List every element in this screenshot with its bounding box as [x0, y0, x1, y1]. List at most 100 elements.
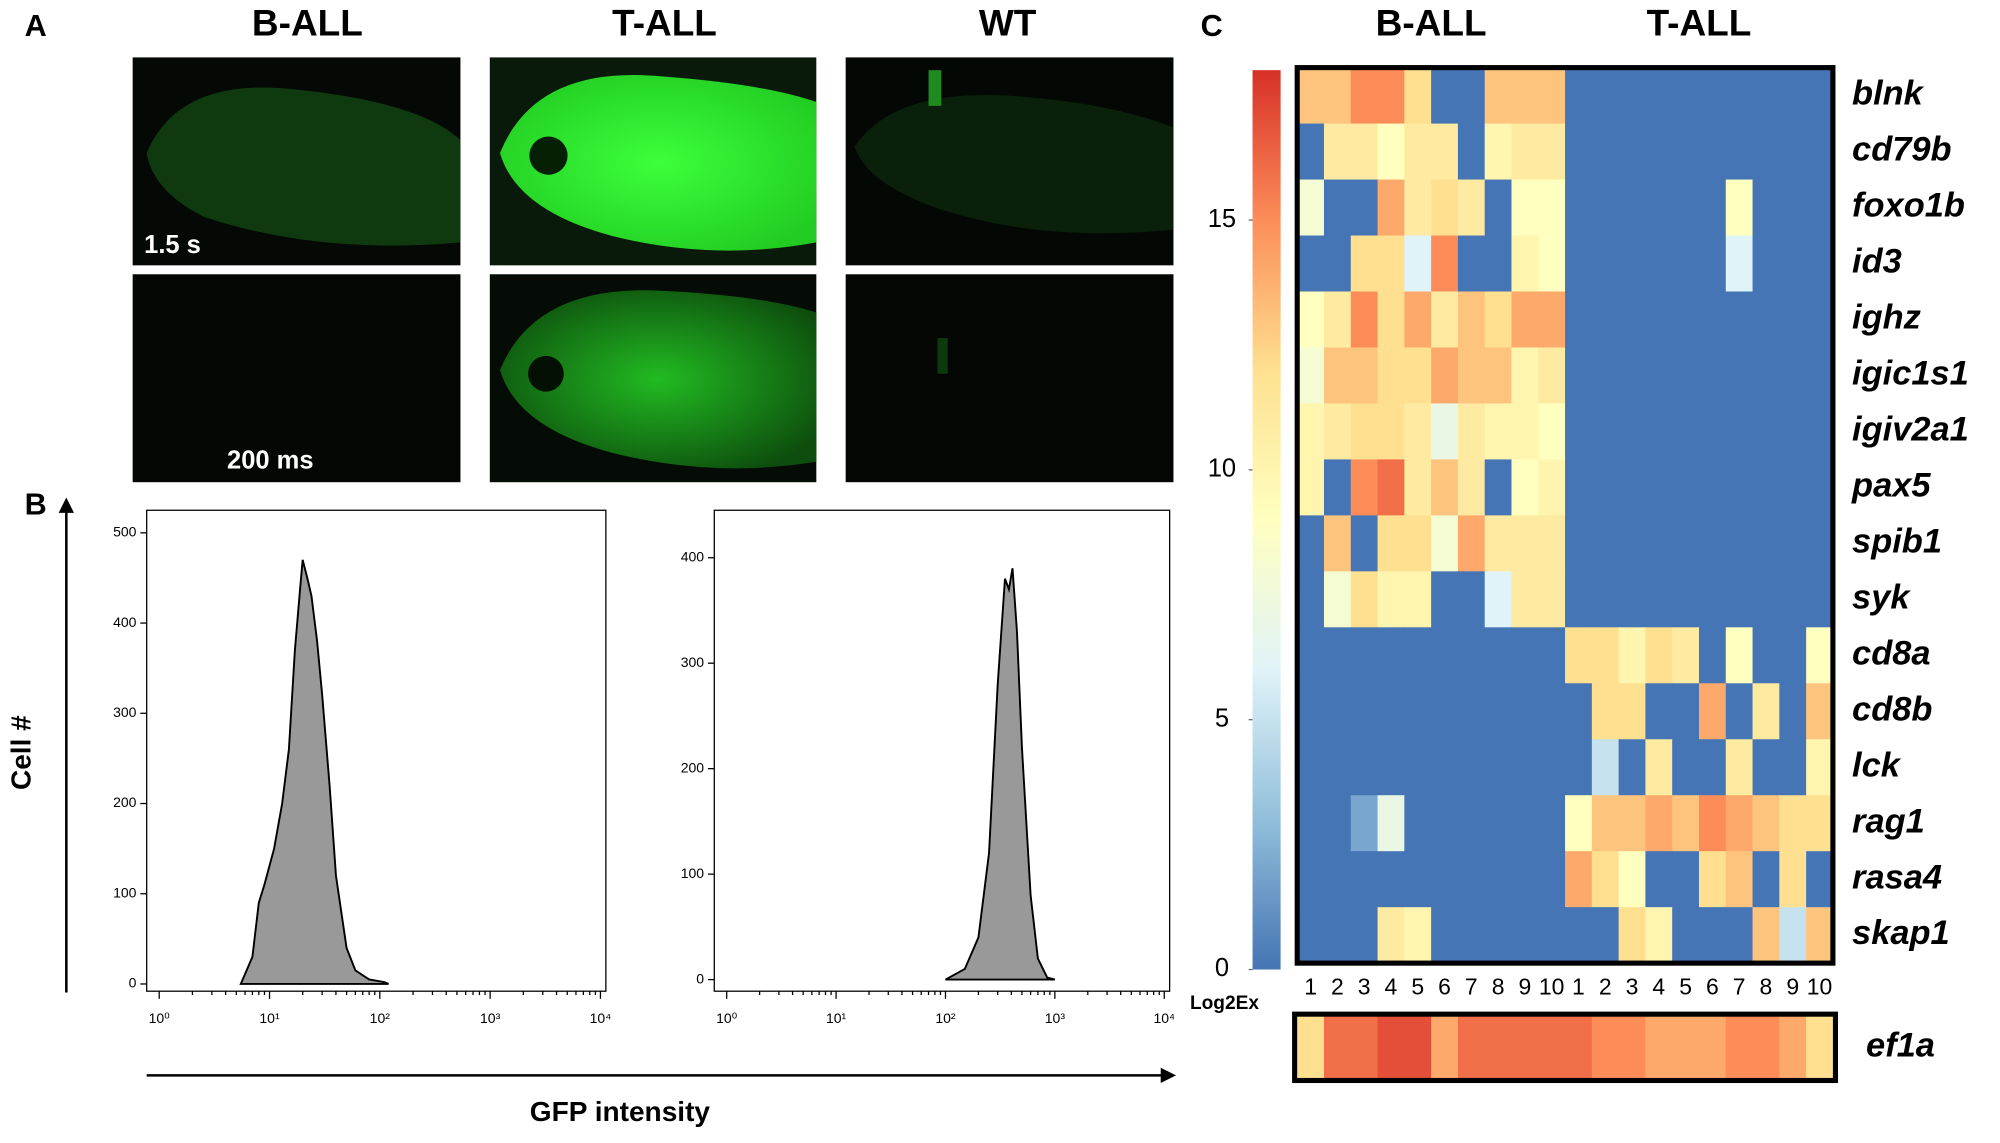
heatmap-cell [1297, 459, 1325, 517]
heatmap-cell [1672, 571, 1700, 628]
heatmap-cell [1806, 459, 1834, 517]
heatmap-cell [1431, 571, 1459, 628]
column-label: 4 [1652, 974, 1665, 1000]
heatmap-cell [1350, 403, 1379, 461]
heatmap-cell [1752, 851, 1780, 908]
gene-label: syk [1852, 578, 1911, 616]
heatmap-cell [1297, 571, 1325, 628]
heatmap-cell [1779, 403, 1807, 461]
heatmap-cell [1672, 907, 1700, 964]
heatmap-cell [1297, 515, 1325, 572]
heatmap-cell [1698, 235, 1727, 293]
heatmap-cell [1377, 739, 1405, 796]
heatmap-cell [1672, 627, 1700, 684]
heatmap-cell [1323, 683, 1352, 740]
heatmap-cell [1672, 795, 1700, 852]
heatmap-cell [1511, 795, 1539, 852]
heatmap-cell [1779, 627, 1807, 684]
heatmap-cell [1806, 571, 1834, 628]
fish-images [132, 57, 1174, 483]
heatmap-cell [1457, 403, 1486, 461]
heatmap-cell [1591, 403, 1620, 461]
heatmap-cell [1484, 347, 1513, 405]
heatmap-cell [1645, 291, 1673, 349]
heatmap-cell [1752, 347, 1780, 405]
heatmap-cell [1511, 291, 1539, 349]
heatmap-cell [1618, 851, 1647, 908]
heatmap-cell [1752, 459, 1780, 517]
x-tick-label: 10⁰ [149, 1010, 171, 1026]
plot-frame [146, 509, 607, 992]
column-label: 8 [1760, 974, 1773, 1000]
heatmap-cell [1565, 851, 1593, 908]
heatmap-cell [1725, 403, 1754, 461]
column-label: 3 [1626, 974, 1639, 1000]
heatmap-cell [1591, 739, 1620, 796]
exposure-label: 1.5 s [144, 231, 201, 259]
reference-cell [1538, 1014, 1566, 1081]
heatmap-cell [1350, 459, 1379, 517]
x-tick-label: 10³ [1045, 1010, 1066, 1026]
heatmap-cell [1323, 347, 1352, 405]
column-label: 5 [1411, 974, 1424, 1000]
reference-cell [1404, 1014, 1432, 1081]
heatmap-cell [1431, 291, 1459, 349]
heatmap-cell [1725, 347, 1754, 405]
colorbar-label: Log2Ex [1190, 993, 1259, 1014]
heatmap-cell [1484, 123, 1513, 181]
heatmap-cell [1698, 123, 1727, 181]
column-label: 1 [1572, 974, 1585, 1000]
heatmap-cell [1377, 851, 1405, 908]
heatmap-cell [1618, 739, 1647, 796]
heatmap-cell [1511, 459, 1539, 517]
heatmap-cell [1457, 291, 1486, 349]
heatmap-cell [1457, 851, 1486, 908]
heatmap-cell [1511, 851, 1539, 908]
heatmap-cell [1484, 683, 1513, 740]
heatmap-cell [1297, 291, 1325, 349]
heatmap-cell [1618, 67, 1647, 125]
heatmap-cell [1377, 627, 1405, 684]
heatmap-cell [1484, 179, 1513, 237]
heatmap-cell [1806, 347, 1834, 405]
heatmap-cell [1511, 67, 1539, 125]
heatmap-cell [1565, 739, 1593, 796]
heatmap-cell [1350, 907, 1379, 964]
reference-cell [1672, 1014, 1700, 1081]
heatmap-cell [1404, 347, 1432, 405]
heatmap-cell [1484, 459, 1513, 517]
gene-label: ef1a [1866, 1026, 1935, 1064]
heatmap-cell [1538, 291, 1566, 349]
heatmap-cell [1404, 235, 1432, 293]
heatmap-cell [1431, 347, 1459, 405]
heatmap-cell [1565, 235, 1593, 293]
heatmap-cell [1618, 179, 1647, 237]
heatmap-cell [1457, 515, 1486, 572]
heatmap-cell [1725, 795, 1754, 852]
heatmap-cell [1618, 627, 1647, 684]
heatmap-cell [1457, 459, 1486, 517]
gene-label: pax5 [1851, 466, 1931, 504]
heatmap-cell [1431, 67, 1459, 125]
heatmap-cell [1538, 179, 1566, 237]
heatmap-cell [1538, 459, 1566, 517]
heatmap-cell [1672, 347, 1700, 405]
heatmap-cell [1457, 907, 1486, 964]
heatmap-cell [1725, 67, 1754, 125]
heatmap-cell [1565, 907, 1593, 964]
heatmap-cell [1457, 235, 1486, 293]
colorbar-tick-label: 10 [1208, 455, 1236, 483]
heatmap-cell [1779, 347, 1807, 405]
heatmap-cell [1698, 459, 1727, 517]
heatmap-cell [1350, 347, 1379, 405]
image [845, 274, 1174, 483]
heatmap-cell [1377, 291, 1405, 349]
heatmap-cell [1377, 571, 1405, 628]
heatmap-cell [1672, 235, 1700, 293]
fish-eye [529, 136, 568, 175]
heatmap-cell [1779, 907, 1807, 964]
heatmap-cell [1591, 515, 1620, 572]
colorbar-tick-label: 15 [1208, 205, 1236, 233]
x-tick-label: 10³ [480, 1010, 501, 1026]
heatmap-cell [1350, 67, 1379, 125]
